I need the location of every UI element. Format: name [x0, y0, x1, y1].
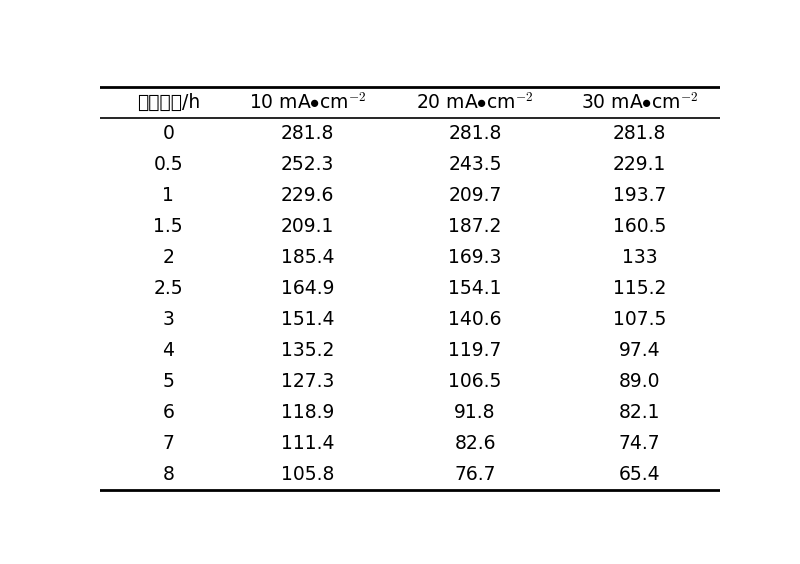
Text: 0: 0 [162, 124, 174, 143]
Text: 229.6: 229.6 [281, 186, 334, 205]
Text: 65.4: 65.4 [618, 465, 660, 484]
Text: 107.5: 107.5 [613, 310, 666, 329]
Text: 1: 1 [162, 186, 174, 205]
Text: 118.9: 118.9 [281, 403, 334, 422]
Text: 281.8: 281.8 [613, 124, 666, 143]
Text: 30 mA$\bullet$cm$^{-2}$: 30 mA$\bullet$cm$^{-2}$ [581, 92, 698, 113]
Text: 127.3: 127.3 [281, 372, 334, 391]
Text: 135.2: 135.2 [281, 341, 334, 360]
Text: 106.5: 106.5 [449, 372, 502, 391]
Text: 243.5: 243.5 [448, 155, 502, 174]
Text: 4: 4 [162, 341, 174, 360]
Text: 2: 2 [162, 248, 174, 267]
Text: 74.7: 74.7 [618, 434, 660, 453]
Text: 281.8: 281.8 [449, 124, 502, 143]
Text: 169.3: 169.3 [449, 248, 502, 267]
Text: 229.1: 229.1 [613, 155, 666, 174]
Text: 89.0: 89.0 [618, 372, 660, 391]
Text: 193.7: 193.7 [613, 186, 666, 205]
Text: 2.5: 2.5 [154, 279, 183, 298]
Text: 91.8: 91.8 [454, 403, 496, 422]
Text: 0.5: 0.5 [154, 155, 183, 174]
Text: 185.4: 185.4 [281, 248, 334, 267]
Text: 10 mA$\bullet$cm$^{-2}$: 10 mA$\bullet$cm$^{-2}$ [249, 92, 366, 113]
Text: 164.9: 164.9 [281, 279, 334, 298]
Text: 电解时间/h: 电解时间/h [137, 93, 200, 112]
Text: 209.1: 209.1 [281, 217, 334, 236]
Text: 7: 7 [162, 434, 174, 453]
Text: 133: 133 [622, 248, 658, 267]
Text: 281.8: 281.8 [281, 124, 334, 143]
Text: 140.6: 140.6 [448, 310, 502, 329]
Text: 6: 6 [162, 403, 174, 422]
Text: 105.8: 105.8 [281, 465, 334, 484]
Text: 154.1: 154.1 [448, 279, 502, 298]
Text: 82.6: 82.6 [454, 434, 496, 453]
Text: 252.3: 252.3 [281, 155, 334, 174]
Text: 209.7: 209.7 [449, 186, 502, 205]
Text: 20 mA$\bullet$cm$^{-2}$: 20 mA$\bullet$cm$^{-2}$ [416, 92, 534, 113]
Text: 119.7: 119.7 [449, 341, 502, 360]
Text: 111.4: 111.4 [281, 434, 334, 453]
Text: 187.2: 187.2 [449, 217, 502, 236]
Text: 151.4: 151.4 [281, 310, 334, 329]
Text: 8: 8 [162, 465, 174, 484]
Text: 82.1: 82.1 [618, 403, 660, 422]
Text: 115.2: 115.2 [613, 279, 666, 298]
Text: 76.7: 76.7 [454, 465, 496, 484]
Text: 3: 3 [162, 310, 174, 329]
Text: 160.5: 160.5 [613, 217, 666, 236]
Text: 5: 5 [162, 372, 174, 391]
Text: 1.5: 1.5 [154, 217, 183, 236]
Text: 97.4: 97.4 [618, 341, 660, 360]
